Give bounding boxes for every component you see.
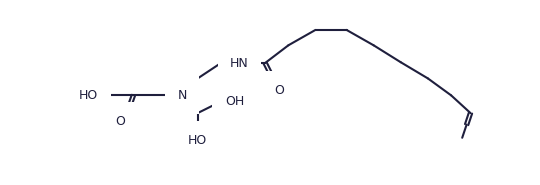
Text: O: O: [116, 115, 126, 128]
Text: OH: OH: [225, 95, 244, 108]
Text: N: N: [178, 89, 187, 102]
Text: HO: HO: [79, 89, 98, 102]
Text: HN: HN: [230, 56, 249, 70]
Text: HO: HO: [188, 134, 207, 147]
Text: O: O: [274, 84, 284, 97]
